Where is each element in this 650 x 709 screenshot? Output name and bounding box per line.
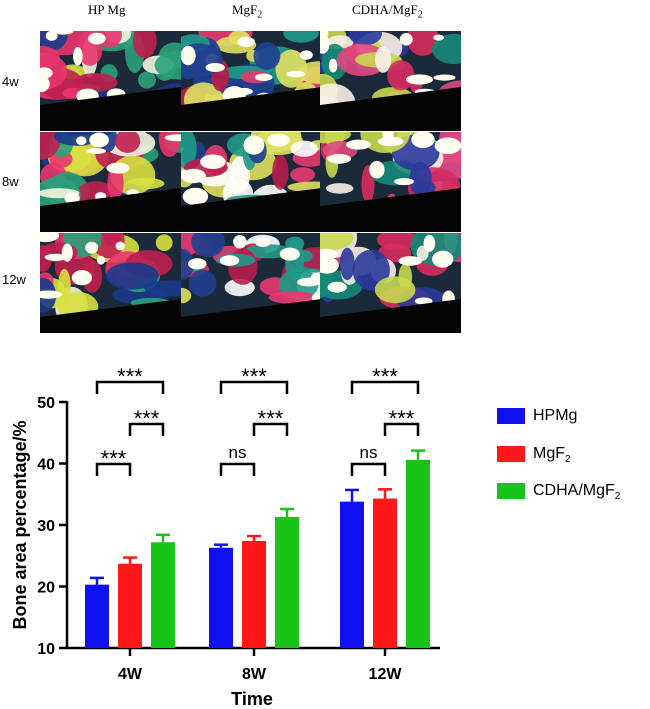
histology-row-label-8w: 8w [2,174,19,189]
histology-image-4w-mgf2 [181,31,322,131]
histology-column-title-hpmg: HP Mg [88,2,126,17]
histology-image-12w-cdha-mgf2 [320,233,461,333]
significance-label: ns [360,443,378,462]
bar [373,498,397,648]
histology-image-8w-hpmg [40,132,181,232]
legend-label-hpmg: HPMg [533,407,578,424]
y-tick-label: 20 [37,580,55,597]
bar [242,540,266,648]
bar [118,563,142,648]
legend-label-mgf2: MgF2 [533,445,571,466]
significance-bracket [383,422,420,436]
significance-label: *** [134,406,160,431]
significance-label: ns [229,443,247,462]
y-tick-label: 40 [37,457,55,474]
histology-image-4w-cdha-mgf2 [320,31,461,131]
legend-swatch-cdha-mgf2 [497,483,525,499]
significance-label: *** [117,364,143,389]
significance-bracket [219,380,289,394]
x-tick-label: 8W [242,666,267,683]
significance-bracket [219,462,256,476]
legend-swatch-hpmg [497,408,525,424]
significance-label: *** [101,446,127,471]
significance-bracket [350,462,387,476]
significance-bracket [128,422,165,436]
significance-label: *** [389,406,415,431]
x-tick-label: 12W [369,666,403,683]
x-axis-title: Time [231,689,273,709]
histology-image-8w-mgf2 [181,132,322,232]
histology-column-title-mgf2: MgF2 [232,2,263,21]
y-axis-title: Bone area percentage/% [10,420,30,629]
histology-image-12w-mgf2 [181,233,322,333]
legend-label-cdha-mgf2: CDHA/MgF2 [533,482,621,503]
bar [340,501,364,648]
bar [151,542,175,648]
histology-row-label-4w: 4w [2,74,19,89]
bar-chart: 10 20 30 40 50 4W 8W 12W Time Bone area percentag… [10,364,440,709]
significance-bracket [350,380,420,394]
x-tick-label: 4W [118,666,143,683]
bar [209,547,233,648]
y-tick-label: 50 [37,395,55,412]
legend-swatch-mgf2 [497,446,525,462]
y-tick-label: 30 [37,518,55,535]
histology-image-8w-cdha-mgf2 [320,132,461,232]
y-tick-label: 10 [37,641,55,658]
histology-image-4w-hpmg [40,31,181,131]
significance-bracket [252,422,289,436]
significance-bracket [95,462,132,476]
histology-image-12w-hpmg [40,233,181,333]
bar [406,459,430,648]
significance-label: *** [372,364,398,389]
histology-column-title-cdha-mgf2: CDHA/MgF2 [352,2,423,21]
significance-label: *** [241,364,267,389]
bar [275,517,299,648]
bar [85,584,109,648]
significance-bracket [95,380,165,394]
significance-label: *** [258,406,284,431]
histology-row-label-12w: 12w [2,272,26,287]
